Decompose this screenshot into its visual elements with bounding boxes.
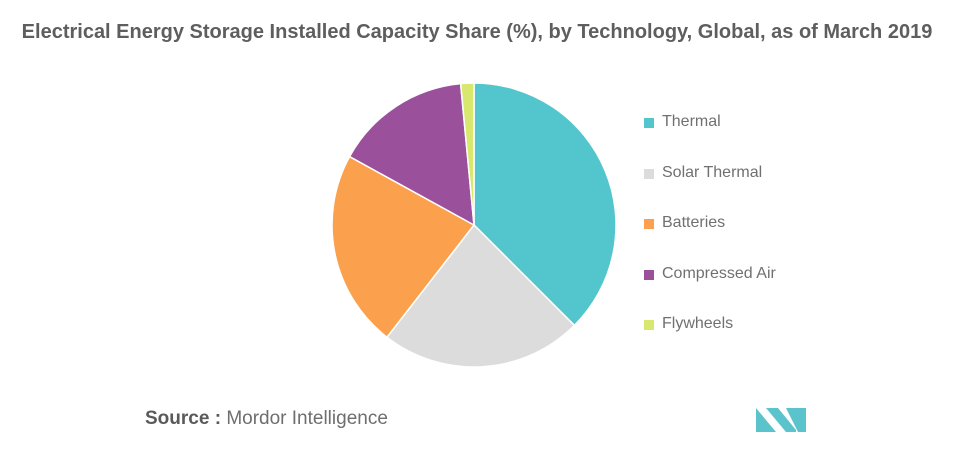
logo-right-shape [786, 408, 806, 432]
legend-swatch-flywheels [644, 320, 654, 330]
source-text: Mordor Intelligence [226, 408, 388, 429]
chart-title: Electrical Energy Storage Installed Capa… [21, 21, 933, 43]
legend-label-thermal: Thermal [662, 113, 721, 130]
pie-slice-flywheels [459, 82, 475, 226]
mordor-intelligence-logo-icon [756, 408, 806, 432]
pie-slice-compressed-air [348, 82, 475, 227]
pie-slice-thermal [473, 82, 617, 327]
legend-swatch-compressed-air [644, 269, 654, 280]
legend-label-solar-thermal: Solar Thermal [662, 163, 763, 181]
legend-label-flywheels: Flywheels [662, 315, 734, 332]
logo-left-shape [756, 408, 776, 432]
logo-middle-shape [766, 408, 796, 432]
legend-label-compressed-air: Compressed Air [662, 264, 776, 282]
legend-label-batteries: Batteries [662, 214, 726, 231]
pie-slice-solar-thermal [385, 223, 576, 368]
legend-swatch-batteries [644, 219, 654, 229]
source-prefix: Source : [145, 408, 222, 429]
pie-slice-batteries [331, 155, 476, 339]
legend-swatch-thermal [644, 118, 654, 128]
source-note: Source : Mordor Intelligence [145, 408, 388, 430]
legend-swatch-solar-thermal [644, 168, 654, 179]
